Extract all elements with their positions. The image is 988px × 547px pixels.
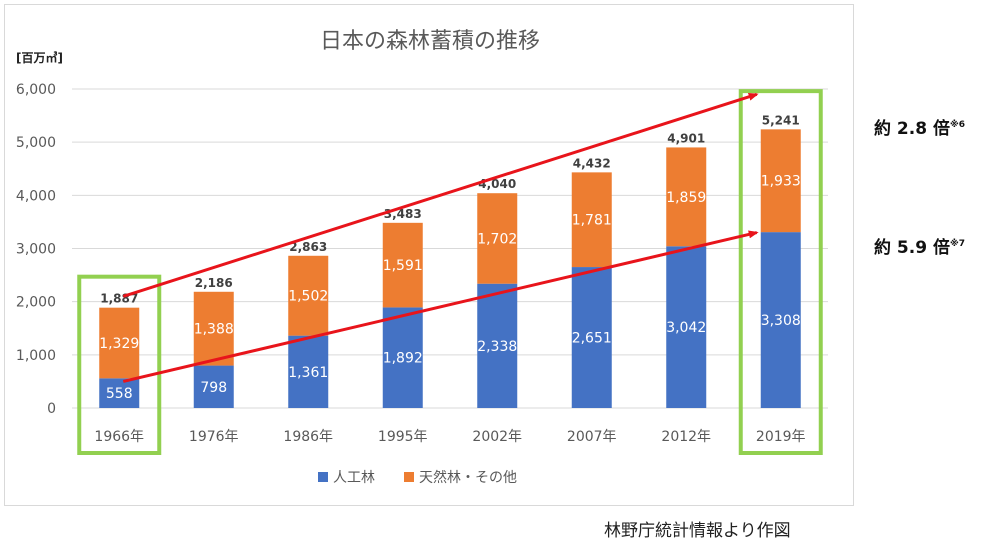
legend-swatch bbox=[404, 472, 414, 482]
legend-label: 人工林 bbox=[333, 470, 375, 486]
x-tick-label: 2019年 bbox=[756, 429, 806, 445]
bar-natural-forest bbox=[477, 193, 518, 284]
total-value-label: 2,863 bbox=[289, 240, 327, 254]
segment-value-label: 1,702 bbox=[477, 231, 517, 247]
bar-natural-forest bbox=[193, 291, 234, 366]
annotation-5-9x-note: ※7 bbox=[949, 239, 965, 249]
bar-natural-forest bbox=[382, 222, 423, 308]
growth-arrow bbox=[122, 230, 759, 383]
total-value-label: 2,186 bbox=[195, 276, 233, 290]
total-value-label: 4,432 bbox=[573, 156, 611, 170]
bar-natural-forest bbox=[99, 307, 140, 379]
bar-planted-forest bbox=[288, 335, 329, 408]
annotation-5-9x-text: 約 5.9 倍 bbox=[874, 238, 950, 258]
segment-value-label: 1,388 bbox=[194, 322, 234, 338]
bar-planted-forest bbox=[99, 378, 140, 408]
total-value-label: 3,483 bbox=[384, 207, 422, 221]
bar-natural-forest bbox=[666, 147, 707, 247]
y-axis-unit-label: [百万㎥] bbox=[16, 50, 63, 65]
chart-title: 日本の森林蓄積の推移 bbox=[320, 29, 540, 54]
bar-planted-forest bbox=[666, 246, 707, 408]
segment-value-label: 1,933 bbox=[761, 174, 801, 190]
growth-arrow bbox=[122, 92, 759, 298]
source-note: 林野庁統計情報より作図 bbox=[604, 521, 791, 541]
x-tick-label: 1976年 bbox=[189, 429, 239, 445]
bar-planted-forest bbox=[382, 307, 423, 408]
x-tick-label: 1966年 bbox=[94, 429, 144, 445]
segment-value-label: 3,308 bbox=[761, 313, 801, 329]
x-tick-label: 1986年 bbox=[283, 429, 333, 445]
segment-value-label: 1,591 bbox=[383, 258, 423, 274]
bar-natural-forest bbox=[288, 255, 329, 336]
segment-value-label: 558 bbox=[106, 386, 133, 402]
total-value-label: 4,901 bbox=[667, 131, 705, 145]
legend-label: 天然林・その他 bbox=[419, 469, 517, 486]
y-tick-label: 4,000 bbox=[16, 188, 56, 204]
y-tick-label: 2,000 bbox=[16, 295, 56, 311]
segment-value-label: 1,361 bbox=[288, 365, 328, 381]
segment-value-label: 1,781 bbox=[572, 213, 612, 229]
y-tick-label: 0 bbox=[47, 401, 56, 417]
segment-value-label: 1,502 bbox=[288, 289, 328, 305]
bar-planted-forest bbox=[477, 283, 518, 408]
x-tick-label: 1995年 bbox=[378, 429, 428, 445]
segment-value-label: 2,338 bbox=[477, 339, 517, 355]
bar-natural-forest bbox=[760, 129, 801, 233]
highlight-box bbox=[738, 89, 823, 455]
annotation-5-9x: 約 5.9 倍※7 bbox=[874, 233, 965, 258]
segment-value-label: 1,892 bbox=[383, 351, 423, 367]
bar-planted-forest bbox=[760, 232, 801, 408]
segment-value-label: 3,042 bbox=[666, 320, 706, 336]
highlight-box bbox=[77, 274, 162, 456]
annotation-2-8x-text: 約 2.8 倍 bbox=[874, 119, 950, 139]
annotation-2-8x: 約 2.8 倍※6 bbox=[874, 114, 965, 139]
x-tick-label: 2007年 bbox=[567, 429, 617, 445]
segment-value-label: 1,329 bbox=[99, 336, 139, 352]
legend-swatch bbox=[318, 472, 328, 482]
chart-frame bbox=[4, 4, 854, 506]
y-tick-label: 1,000 bbox=[16, 348, 56, 364]
bar-planted-forest bbox=[571, 267, 612, 408]
bar-planted-forest bbox=[193, 365, 234, 408]
bar-natural-forest bbox=[571, 172, 612, 268]
x-tick-label: 2012年 bbox=[661, 429, 711, 445]
annotation-2-8x-note: ※6 bbox=[949, 120, 965, 130]
total-value-label: 5,241 bbox=[762, 113, 800, 127]
y-tick-label: 3,000 bbox=[16, 242, 56, 258]
y-tick-label: 5,000 bbox=[16, 135, 56, 151]
y-tick-label: 6,000 bbox=[16, 82, 56, 98]
total-value-label: 4,040 bbox=[478, 177, 516, 191]
x-tick-label: 2002年 bbox=[472, 429, 522, 445]
segment-value-label: 798 bbox=[200, 380, 227, 396]
segment-value-label: 2,651 bbox=[572, 331, 612, 347]
segment-value-label: 1,859 bbox=[666, 190, 706, 206]
